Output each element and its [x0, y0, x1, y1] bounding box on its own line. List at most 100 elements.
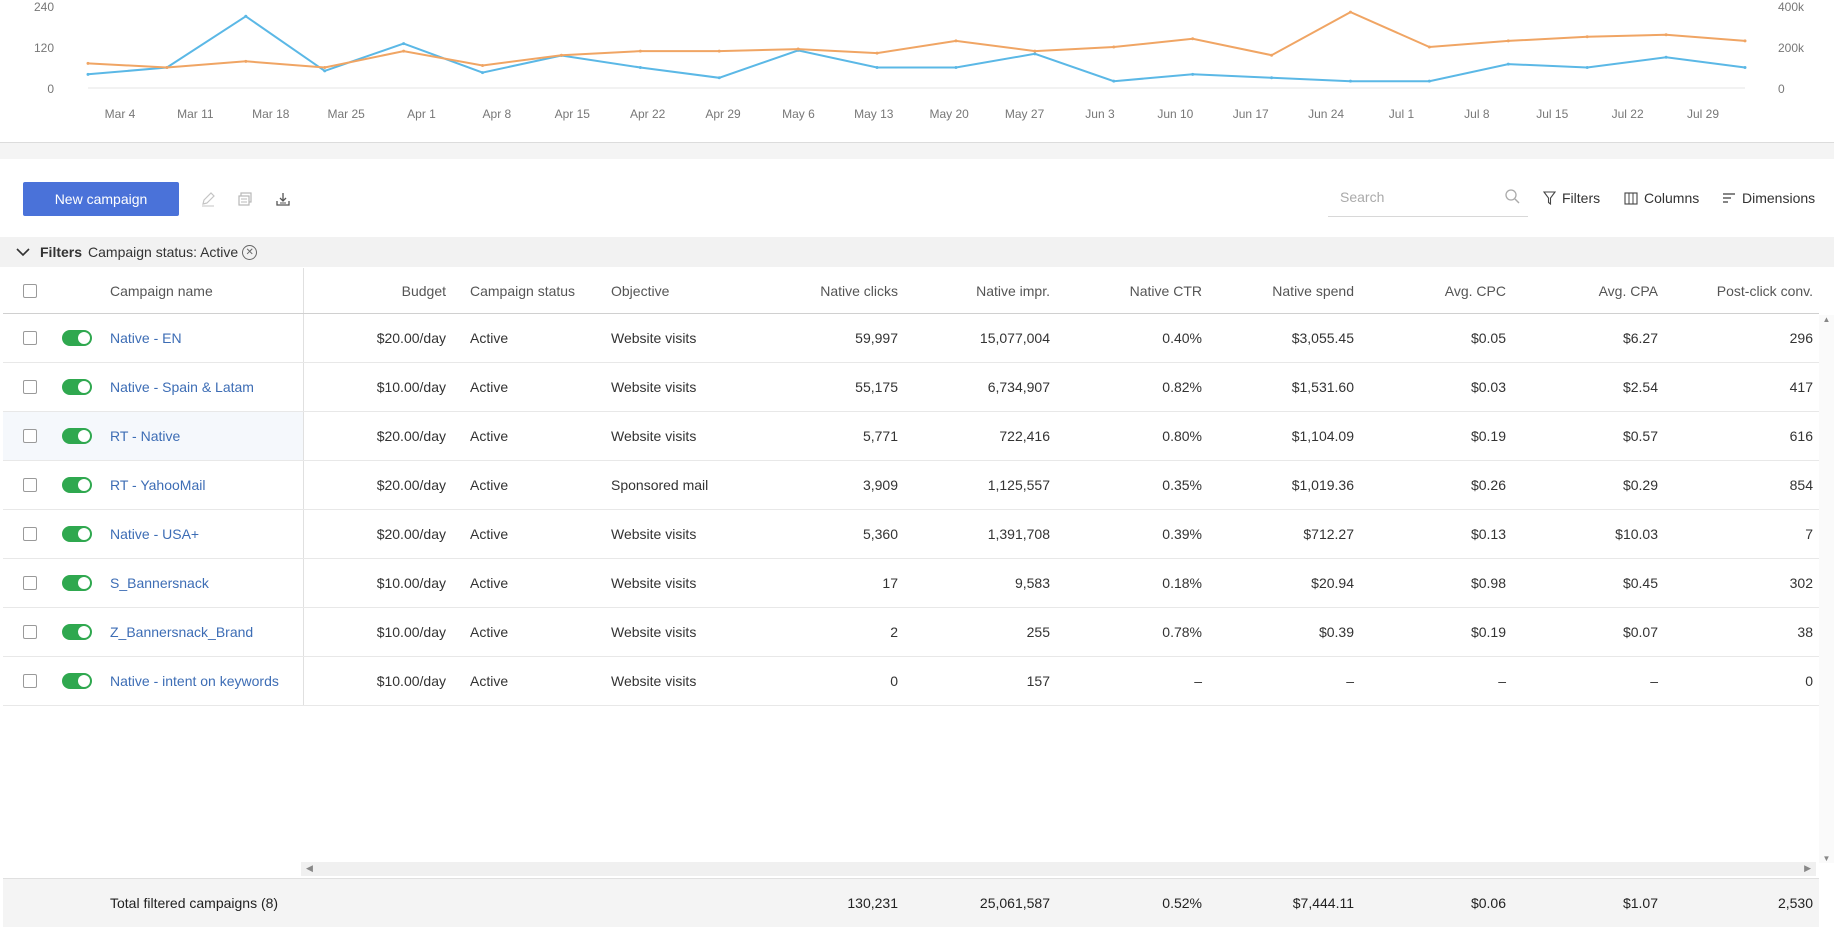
chevron-down-icon[interactable]: [16, 247, 30, 257]
cell-cpc: $0.98: [1470, 575, 1506, 591]
status-toggle-cell[interactable]: [57, 461, 97, 509]
row-checkbox-cell[interactable]: [3, 559, 57, 607]
cell-cpa: $10.03: [1615, 526, 1658, 542]
cell-budget: $20.00/day: [376, 477, 446, 493]
close-circle-icon[interactable]: ✕: [242, 244, 258, 260]
row-checkbox-cell[interactable]: [3, 608, 57, 656]
col-header-objective[interactable]: Objective: [611, 282, 670, 299]
download-icon[interactable]: [272, 188, 294, 210]
status-toggle-cell[interactable]: [57, 657, 97, 705]
data-point: [954, 39, 958, 43]
table-row[interactable]: Z_Bannersnack_Brand $10.00/day Active Websi…: [3, 608, 1819, 657]
columns-button[interactable]: Columns: [1624, 190, 1699, 206]
left-axis-label: 0: [47, 82, 54, 96]
campaign-name-link[interactable]: RT - YahooMail: [110, 477, 206, 493]
scroll-up-arrow[interactable]: ▲: [1822, 315, 1831, 324]
cell-spend: –: [1346, 673, 1354, 689]
new-campaign-button[interactable]: New campaign: [23, 182, 179, 216]
row-checkbox-cell[interactable]: [3, 657, 57, 705]
table-row[interactable]: Native - USA+ $20.00/day Active Website vis…: [3, 510, 1819, 559]
data-point: [1506, 62, 1510, 66]
row-checkbox[interactable]: [23, 331, 37, 345]
status-toggle[interactable]: [62, 330, 92, 346]
dimensions-button[interactable]: Dimensions: [1722, 190, 1815, 206]
status-toggle-cell[interactable]: [57, 363, 97, 411]
table-row[interactable]: RT - YahooMail $20.00/day Active Sponsored …: [3, 461, 1819, 510]
status-toggle-cell[interactable]: [57, 510, 97, 558]
status-toggle[interactable]: [62, 379, 92, 395]
campaign-name-link[interactable]: Z_Bannersnack_Brand: [110, 624, 254, 640]
cell-ctr: –: [1194, 673, 1202, 689]
status-toggle-cell[interactable]: [57, 412, 97, 460]
x-tick-label: Jul 8: [1464, 107, 1490, 121]
campaign-name-link[interactable]: Native - EN: [110, 330, 182, 346]
vertical-scrollbar[interactable]: ▲ ▼: [1819, 315, 1834, 863]
col-header-status[interactable]: Campaign status: [470, 282, 576, 299]
col-header-spend[interactable]: Native spend: [1272, 282, 1354, 299]
status-toggle[interactable]: [62, 575, 92, 591]
search-box[interactable]: [1328, 180, 1528, 217]
data-point: [638, 49, 642, 53]
row-checkbox[interactable]: [23, 576, 37, 590]
row-checkbox-cell[interactable]: [3, 461, 57, 509]
table-row[interactable]: Native - EN $20.00/day Active Website visit…: [3, 314, 1819, 363]
col-header-impr[interactable]: Native impr.: [976, 282, 1050, 299]
campaign-name-link[interactable]: Native - intent on keywords: [110, 673, 279, 689]
row-checkbox-cell[interactable]: [3, 412, 57, 460]
scroll-right-arrow[interactable]: ▶: [1804, 863, 1811, 873]
col-header-clicks[interactable]: Native clicks: [820, 282, 898, 299]
row-checkbox-cell[interactable]: [3, 510, 57, 558]
data-point: [954, 66, 958, 69]
cell-ctr: 0.78%: [1162, 624, 1202, 640]
scroll-left-arrow[interactable]: ◀: [306, 863, 313, 873]
row-checkbox[interactable]: [23, 527, 37, 541]
select-all-checkbox-cell[interactable]: [3, 268, 57, 313]
status-toggle[interactable]: [62, 624, 92, 640]
col-header-cpa[interactable]: Avg. CPA: [1598, 282, 1658, 299]
right-axis-label: 400k: [1778, 0, 1805, 14]
campaign-name-link[interactable]: RT - Native: [110, 428, 181, 444]
cell-clicks: 55,175: [855, 379, 898, 395]
status-toggle-cell[interactable]: [57, 608, 97, 656]
status-toggle[interactable]: [62, 428, 92, 444]
status-toggle[interactable]: [62, 673, 92, 689]
cell-cpc: $0.03: [1470, 379, 1506, 395]
data-point: [1348, 79, 1352, 83]
status-toggle[interactable]: [62, 526, 92, 542]
status-toggle-cell[interactable]: [57, 559, 97, 607]
col-header-campaign-name[interactable]: Campaign name: [97, 268, 304, 313]
row-checkbox-cell[interactable]: [3, 314, 57, 362]
row-checkbox-cell[interactable]: [3, 363, 57, 411]
col-header-budget[interactable]: Budget: [401, 282, 446, 299]
table-row[interactable]: Native - intent on keywords $10.00/day Act…: [3, 657, 1819, 706]
col-header-ctr[interactable]: Native CTR: [1129, 282, 1202, 299]
status-toggle-cell[interactable]: [57, 314, 97, 362]
select-all-checkbox[interactable]: [23, 283, 37, 298]
horizontal-scrollbar[interactable]: ◀ ▶: [301, 862, 1816, 876]
status-toggle[interactable]: [62, 477, 92, 493]
search-input[interactable]: [1338, 188, 1502, 206]
row-checkbox[interactable]: [23, 429, 37, 443]
scroll-down-arrow[interactable]: ▼: [1822, 854, 1831, 863]
row-checkbox[interactable]: [23, 674, 37, 688]
cell-conv: 302: [1789, 575, 1813, 591]
pencil-icon[interactable]: [197, 188, 219, 210]
campaign-name-link[interactable]: S_Bannersnack: [110, 575, 209, 591]
row-checkbox[interactable]: [23, 478, 37, 492]
campaign-name-link[interactable]: Native - USA+: [110, 526, 200, 542]
cell-spend: $712.27: [1303, 526, 1354, 542]
table-row[interactable]: S_Bannersnack $10.00/day Active Website vis…: [3, 559, 1819, 608]
data-point: [323, 69, 327, 73]
table-row[interactable]: RT - Native $20.00/day Active Website visit…: [3, 412, 1819, 461]
copy-icon[interactable]: [234, 188, 256, 210]
row-checkbox[interactable]: [23, 625, 37, 639]
campaign-name-link[interactable]: Native - Spain & Latam: [110, 379, 254, 395]
x-tick-label: May 6: [782, 107, 815, 121]
table-row[interactable]: Native - Spain & Latam $10.00/day Active We…: [3, 363, 1819, 412]
filters-button[interactable]: Filters: [1543, 190, 1600, 206]
row-checkbox[interactable]: [23, 380, 37, 394]
cell-objective: Website visits: [611, 575, 697, 591]
search-icon[interactable]: [1504, 188, 1520, 209]
col-header-cpc[interactable]: Avg. CPC: [1444, 282, 1506, 299]
col-header-conv[interactable]: Post-click conv.: [1716, 282, 1813, 299]
